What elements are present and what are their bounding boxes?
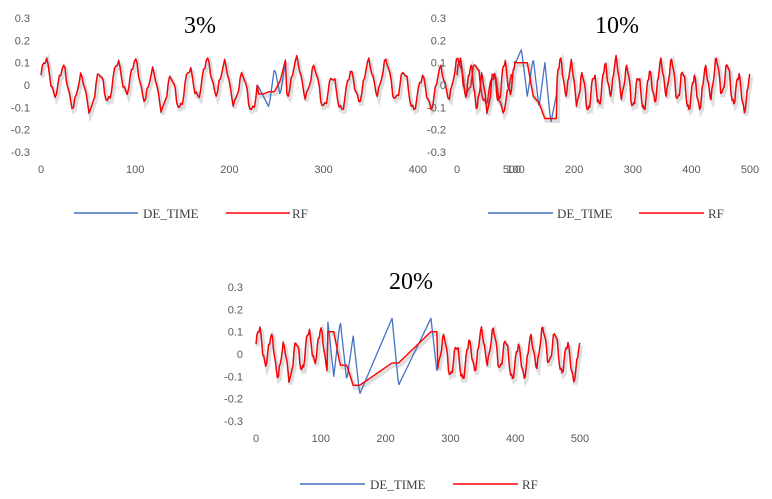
x-tick-label: 100 (126, 164, 144, 176)
series-line-rf (456, 55, 751, 120)
legend-label: RF (708, 206, 724, 221)
series-shadow (255, 322, 584, 390)
y-tick-label: 0.3 (431, 13, 446, 25)
x-tick-label: 400 (409, 164, 427, 176)
x-tick-label: 300 (314, 164, 332, 176)
x-tick-label: 500 (741, 164, 759, 176)
y-tick-label: -0.2 (11, 125, 30, 137)
chart-title: 3% (184, 13, 216, 39)
y-tick-label: -0.1 (11, 102, 30, 114)
x-tick-label: 500 (503, 164, 521, 176)
y-tick-label: -0.1 (224, 371, 243, 383)
x-tick-label: 500 (571, 433, 589, 445)
legend: DE_TIME RF (300, 477, 538, 492)
x-tick-label: 300 (441, 433, 459, 445)
x-tick-label: 200 (376, 433, 394, 445)
x-tick-label: 400 (682, 164, 700, 176)
x-tick-label: 200 (220, 164, 238, 176)
x-tick-label: 100 (312, 433, 330, 445)
x-tick-label: 300 (624, 164, 642, 176)
y-tick-label: -0.3 (11, 147, 30, 159)
series-line-rf (40, 55, 513, 114)
y-tick-label: -0.3 (427, 147, 446, 159)
legend: DE_TIME RF (74, 206, 308, 221)
x-tick-label: 0 (253, 433, 259, 445)
x-tick-label: 100 (506, 164, 524, 176)
y-tick-label: 0 (440, 80, 446, 92)
y-tick-label: -0.1 (427, 102, 446, 114)
series-shadow-line (40, 53, 515, 124)
x-tick-label: 0 (454, 164, 460, 176)
legend-label: RF (292, 206, 308, 221)
y-tick-label: 0.3 (228, 282, 243, 294)
series-line-rf (255, 326, 581, 386)
chart-panel-2: 20% 0.3 0.2 0.1 0 -0.1 -0.2 -0.3 0 100 200 300 400 50… (224, 269, 589, 492)
x-tick-label: 200 (565, 164, 583, 176)
y-tick-label: 0.1 (228, 327, 243, 339)
chart-panel-1: 10% 0.3 0.2 0.1 0 -0.1 -0.2 -0.3 0 100 200 300 400 50… (427, 13, 759, 221)
legend-label: DE_TIME (557, 206, 613, 221)
y-tick-label: 0 (24, 80, 30, 92)
y-tick-label: 0.2 (15, 35, 30, 47)
y-tick-label: 0.2 (431, 35, 446, 47)
series-shadow-line (255, 322, 584, 390)
series-shadow-line (456, 53, 754, 123)
chart-title: 10% (595, 13, 639, 39)
chart-title: 20% (389, 269, 433, 295)
y-tick-label: 0.3 (15, 13, 30, 25)
x-tick-label: 400 (506, 433, 524, 445)
chart-panel-0: 3% 0.3 0.2 0.1 0 -0.1 -0.2 -0.3 0 100 200 300 400 500… (11, 13, 521, 221)
legend-label: RF (522, 477, 538, 492)
legend: DE_TIME RF (488, 206, 724, 221)
y-tick-label: -0.2 (427, 125, 446, 137)
x-tick-label: 0 (38, 164, 44, 176)
y-tick-label: 0.2 (228, 304, 243, 316)
legend-label: DE_TIME (143, 206, 199, 221)
y-tick-label: 0.1 (431, 58, 446, 70)
y-tick-label: -0.3 (224, 416, 243, 428)
series-shadow (456, 53, 754, 123)
y-tick-label: 0 (237, 349, 243, 361)
y-tick-label: 0.1 (15, 58, 30, 70)
legend-label: DE_TIME (370, 477, 426, 492)
series-shadow (40, 53, 515, 124)
y-tick-label: -0.2 (224, 394, 243, 406)
